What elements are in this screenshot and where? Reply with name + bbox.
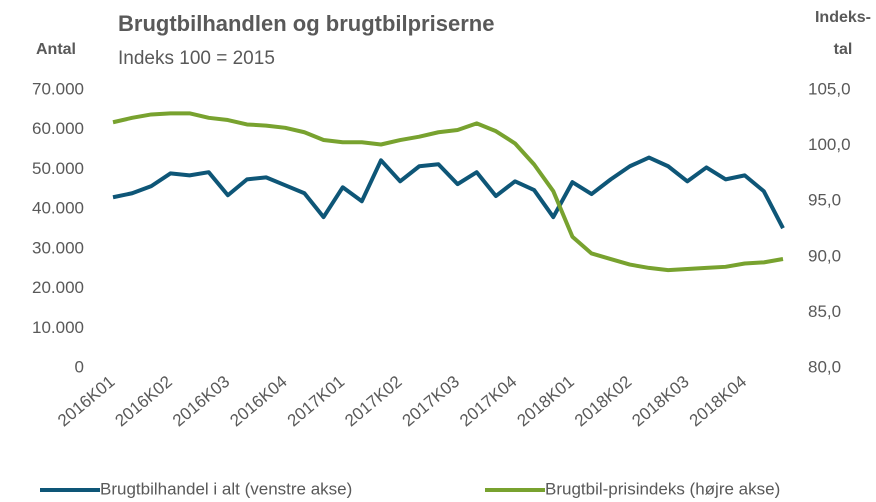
series-line xyxy=(112,111,784,273)
chart-subtitle: Indeks 100 = 2015 xyxy=(118,48,275,69)
series-line xyxy=(112,155,785,230)
y-tick-label: 60.000 xyxy=(32,119,84,138)
y-tick-label: 30.000 xyxy=(32,238,84,257)
y-tick-label: 10.000 xyxy=(32,318,84,337)
x-tick-label: 2016K04 xyxy=(226,372,290,430)
y-tick-label: 40.000 xyxy=(32,199,84,218)
chart-title: Brugtbilhandlen og brugtbilpriserne xyxy=(118,11,494,36)
y-tick-label: 0 xyxy=(75,357,84,376)
x-tick-label: 2018K04 xyxy=(686,372,750,430)
x-tick-label: 2016K01 xyxy=(54,372,118,430)
y2-tick-label: 100,0 xyxy=(808,135,851,154)
y-tick-label: 50.000 xyxy=(32,159,84,178)
y2-tick-label: 80,0 xyxy=(808,357,841,376)
x-tick-label: 2016K03 xyxy=(169,372,233,430)
y-axis-label: Antal xyxy=(36,41,76,58)
x-tick-label: 2017K01 xyxy=(284,372,348,430)
x-tick-label: 2017K03 xyxy=(399,372,463,430)
y2-tick-label: 90,0 xyxy=(808,246,841,265)
legend-label: Brugtbil-prisindeks (højre akse) xyxy=(545,479,780,498)
x-tick-label: 2018K03 xyxy=(628,372,692,430)
y2-axis-label: Indeks- xyxy=(815,9,871,26)
x-tick-label: 2018K01 xyxy=(514,372,578,430)
x-tick-label: 2016K02 xyxy=(112,372,176,430)
y2-tick-label: 95,0 xyxy=(808,191,841,210)
y-tick-label: 70.000 xyxy=(32,79,84,98)
y-tick-label: 20.000 xyxy=(32,278,84,297)
y2-tick-label: 105,0 xyxy=(808,79,851,98)
x-tick-label: 2017K04 xyxy=(456,372,520,430)
x-tick-label: 2018K02 xyxy=(571,372,635,430)
x-tick-label: 2017K02 xyxy=(341,372,405,430)
legend-label: Brugtbilhandel i alt (venstre akse) xyxy=(100,479,352,498)
y2-tick-label: 85,0 xyxy=(808,302,841,321)
y2-axis-label: tal xyxy=(834,41,853,58)
